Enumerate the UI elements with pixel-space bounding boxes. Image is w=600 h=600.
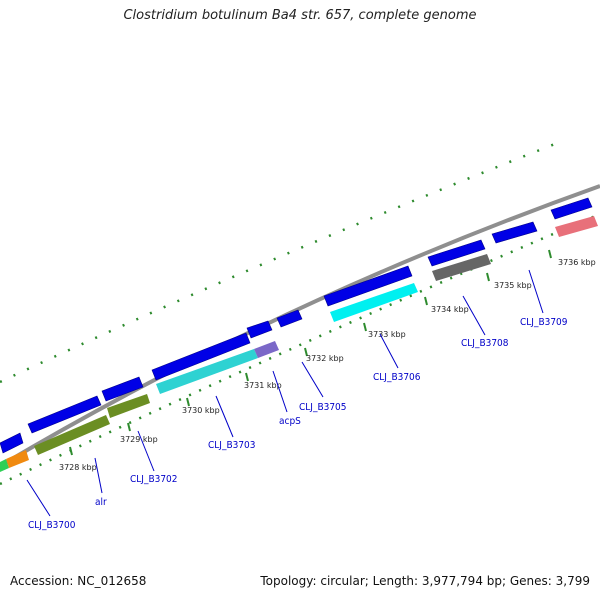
scale-tick-7: [424, 296, 428, 306]
leader-line-alr: [94, 457, 103, 494]
scale-tick-5: [304, 347, 308, 357]
scale-tick-9: [548, 249, 552, 259]
gc-track-inner: [0, 212, 600, 486]
gene-label-clj-b3702[interactable]: CLJ_B3702: [130, 474, 178, 485]
tick-label-3732: 3732 kbp: [306, 354, 344, 363]
tick-label-3729: 3729 kbp: [120, 435, 158, 444]
leader-line-clj-b3705: [301, 361, 324, 398]
genome-stats-text: Topology: circular; Length: 3,977,794 bp…: [260, 574, 590, 588]
gene-arrow-3[interactable]: [101, 376, 144, 402]
leader-line-clj-b3703: [215, 395, 234, 438]
tick-label-3735: 3735 kbp: [494, 281, 532, 290]
scale-tick-3: [186, 397, 190, 407]
feature-bar-olive-2[interactable]: [107, 394, 150, 418]
gene-arrow-4[interactable]: [151, 332, 251, 381]
gene-arrow-1[interactable]: [0, 432, 24, 454]
tick-label-3734: 3734 kbp: [431, 305, 469, 314]
leader-line-clj-b3708: [462, 295, 486, 336]
gene-arrow-2[interactable]: [27, 395, 102, 434]
gene-label-clj-b3700[interactable]: CLJ_B3700: [28, 520, 76, 531]
gene-label-clj-b3703[interactable]: CLJ_B3703: [208, 440, 256, 451]
feature-bar-orange[interactable]: [6, 450, 29, 468]
feature-bar-grey[interactable]: [432, 254, 491, 281]
tick-label-3728: 3728 kbp: [59, 463, 97, 472]
feature-bar-cyan-2[interactable]: [330, 283, 418, 322]
feature-bar-green[interactable]: [0, 459, 9, 472]
scale-tick-8: [486, 272, 490, 282]
feature-bar-cyan-1[interactable]: [156, 349, 258, 394]
map-title: Clostridium botulinum Ba4 str. 657, comp…: [123, 8, 477, 23]
gene-arrow-10[interactable]: [550, 197, 593, 220]
gene-arrow-8[interactable]: [427, 239, 486, 267]
gene-label-clj-b3709[interactable]: CLJ_B3709: [520, 317, 568, 328]
tick-label-3733: 3733 kbp: [368, 330, 406, 339]
scale-tick-4: [245, 372, 249, 382]
gene-arrow-9[interactable]: [491, 221, 538, 244]
gene-arrow-5[interactable]: [246, 320, 273, 339]
gene-arrow-6[interactable]: [276, 309, 303, 328]
leader-line-clj-b3702: [137, 430, 155, 472]
feature-bar-red[interactable]: [555, 216, 598, 237]
leader-line-clj-b3700: [26, 479, 51, 517]
tick-label-3736: 3736 kbp: [558, 258, 596, 267]
gene-label-acps[interactable]: acpS: [279, 416, 301, 427]
leader-line-clj-b3706: [379, 333, 399, 369]
gene-label-alr[interactable]: alr: [95, 497, 107, 508]
leader-line-clj-b3709: [528, 269, 544, 314]
feature-bar-purple[interactable]: [254, 341, 279, 358]
scale-tick-1: [69, 446, 73, 456]
gene-label-clj-b3705[interactable]: CLJ_B3705: [299, 402, 347, 413]
feature-bar-olive-1[interactable]: [34, 415, 110, 455]
gene-label-clj-b3708[interactable]: CLJ_B3708: [461, 338, 509, 349]
scale-tick-6: [363, 322, 367, 332]
accession-text: Accession: NC_012658: [10, 574, 147, 588]
gene-arrow-7[interactable]: [323, 265, 413, 307]
gene-label-clj-b3706[interactable]: CLJ_B3706: [373, 372, 421, 383]
tick-label-3731: 3731 kbp: [244, 381, 282, 390]
scale-tick-2: [127, 422, 131, 432]
leader-line-acps: [272, 370, 288, 413]
tick-label-3730: 3730 kbp: [182, 406, 220, 415]
